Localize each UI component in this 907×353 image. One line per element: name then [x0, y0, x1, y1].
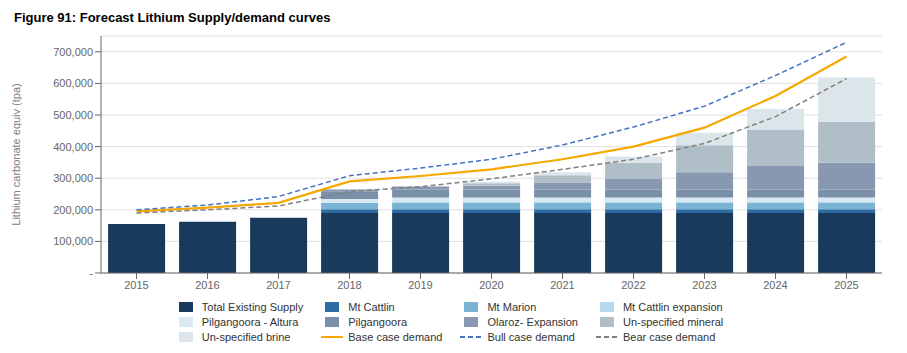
- html-text:Figure 91: Forecast Lithium Su: Figure 91: Forecast Lithium Supply/deman…: [14, 10, 331, 25]
- html-text:Pilgangoora: Pilgangoora: [348, 316, 407, 328]
- svg-text:2020: 2020: [479, 279, 503, 291]
- svg-text:100,000: 100,000: [53, 235, 93, 247]
- svg-text:2024: 2024: [763, 279, 787, 291]
- html-text:Bear case demand: Bear case demand: [623, 331, 716, 343]
- svg-text:500,000: 500,000: [53, 109, 93, 121]
- html-text:Base case demand: Base case demand: [348, 331, 443, 343]
- svg-text:Lithium carbonate equiv (tpa): Lithium carbonate equiv (tpa): [10, 83, 22, 225]
- svg-text:2021: 2021: [550, 279, 574, 291]
- svg-text:2019: 2019: [408, 279, 432, 291]
- svg-text:300,000: 300,000: [53, 172, 93, 184]
- html-text:Pilgangoora - Altura: Pilgangoora - Altura: [201, 316, 299, 328]
- svg-text:2023: 2023: [692, 279, 716, 291]
- html-text:Mt Marion: Mt Marion: [487, 301, 537, 313]
- html-text:Mt Cattlin expansion: Mt Cattlin expansion: [623, 301, 723, 313]
- svg-text:400,000: 400,000: [53, 141, 93, 153]
- svg-text:2025: 2025: [834, 279, 858, 291]
- html-text:Total Existing Supply: Total Existing Supply: [201, 301, 304, 313]
- svg-text:2022: 2022: [621, 279, 645, 291]
- html-text:Un-specified mineral: Un-specified mineral: [623, 316, 724, 328]
- svg-text:600,000: 600,000: [53, 77, 93, 89]
- svg-text:-: -: [89, 267, 93, 279]
- html-text:Olaroz- Expansion: Olaroz- Expansion: [487, 316, 578, 328]
- html-text:Un-specified brine: Un-specified brine: [201, 331, 291, 343]
- svg-text:2018: 2018: [337, 279, 361, 291]
- svg-text:2016: 2016: [195, 279, 219, 291]
- svg-text:2017: 2017: [266, 279, 290, 291]
- svg-text:2015: 2015: [124, 279, 148, 291]
- html-text:Mt Cattlin: Mt Cattlin: [348, 301, 395, 313]
- html-text:Bull case demand: Bull case demand: [487, 331, 575, 343]
- svg-text:700,000: 700,000: [53, 46, 93, 58]
- svg-text:200,000: 200,000: [53, 204, 93, 216]
